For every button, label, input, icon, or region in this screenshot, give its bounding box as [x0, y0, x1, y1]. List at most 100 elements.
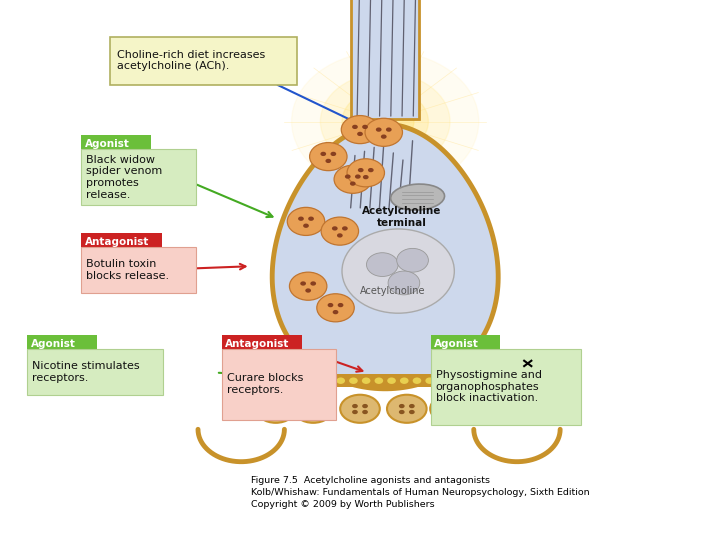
Text: Curare blocks
receptors.: Curare blocks receptors. [227, 373, 303, 395]
Circle shape [366, 253, 398, 276]
Circle shape [490, 410, 496, 414]
Text: Figure 7.5  Acetylcholine agonists and antagonists
Kolb/Whishaw: Fundamentals of: Figure 7.5 Acetylcholine agonists and an… [251, 476, 589, 509]
Circle shape [350, 181, 356, 186]
Circle shape [287, 207, 325, 235]
Circle shape [409, 404, 415, 408]
Circle shape [438, 377, 446, 384]
FancyBboxPatch shape [27, 349, 163, 395]
Circle shape [464, 377, 472, 384]
Circle shape [386, 127, 392, 132]
Circle shape [341, 116, 379, 144]
Text: Agonist: Agonist [434, 339, 479, 349]
Text: Nicotine stimulates
receptors.: Nicotine stimulates receptors. [32, 361, 140, 383]
Circle shape [292, 51, 479, 192]
Text: Antagonist: Antagonist [225, 339, 289, 349]
Circle shape [357, 132, 363, 136]
Circle shape [426, 377, 434, 384]
Circle shape [300, 281, 306, 286]
Circle shape [480, 410, 486, 414]
Circle shape [278, 404, 284, 408]
FancyBboxPatch shape [81, 233, 162, 249]
Text: Acetylcholine
terminal: Acetylcholine terminal [362, 206, 441, 228]
Circle shape [336, 377, 345, 384]
Polygon shape [272, 124, 498, 389]
FancyBboxPatch shape [431, 349, 581, 425]
FancyBboxPatch shape [431, 335, 500, 351]
Circle shape [317, 294, 354, 322]
Text: Agonist: Agonist [85, 139, 130, 149]
Ellipse shape [340, 395, 380, 423]
Circle shape [362, 410, 368, 414]
Circle shape [325, 159, 331, 163]
Circle shape [356, 100, 414, 143]
Circle shape [399, 404, 405, 408]
Circle shape [476, 377, 485, 384]
Ellipse shape [431, 395, 470, 423]
Text: Physostigmine and
organophosphates
block inactivation.: Physostigmine and organophosphates block… [436, 370, 541, 403]
Circle shape [338, 303, 343, 307]
Circle shape [289, 272, 327, 300]
Circle shape [330, 152, 336, 156]
Circle shape [333, 310, 338, 314]
Circle shape [310, 143, 347, 171]
Circle shape [399, 410, 405, 414]
Circle shape [368, 168, 374, 172]
Circle shape [334, 165, 372, 193]
Circle shape [451, 377, 459, 384]
Circle shape [311, 377, 320, 384]
Circle shape [268, 410, 274, 414]
Circle shape [442, 410, 448, 414]
Circle shape [342, 226, 348, 231]
Circle shape [381, 134, 387, 139]
Circle shape [342, 89, 428, 154]
Circle shape [305, 410, 311, 414]
Circle shape [310, 281, 316, 286]
Circle shape [409, 410, 415, 414]
Circle shape [480, 404, 486, 408]
Circle shape [365, 118, 402, 146]
Circle shape [315, 410, 321, 414]
Circle shape [388, 271, 420, 295]
Circle shape [273, 377, 282, 384]
Ellipse shape [387, 395, 426, 423]
Circle shape [355, 174, 361, 179]
Circle shape [387, 377, 396, 384]
Circle shape [303, 224, 309, 228]
Circle shape [490, 404, 496, 408]
Circle shape [337, 233, 343, 238]
Circle shape [305, 404, 311, 408]
Circle shape [352, 125, 358, 129]
Text: Botulin toxin
blocks release.: Botulin toxin blocks release. [86, 259, 169, 281]
Circle shape [308, 217, 314, 221]
Circle shape [352, 404, 358, 408]
Circle shape [358, 168, 364, 172]
FancyBboxPatch shape [81, 135, 151, 151]
FancyBboxPatch shape [81, 149, 196, 205]
Circle shape [320, 73, 450, 170]
Circle shape [349, 377, 358, 384]
Ellipse shape [469, 395, 508, 423]
Circle shape [320, 152, 326, 156]
Circle shape [362, 404, 368, 408]
Circle shape [376, 127, 382, 132]
Text: Black widow
spider venom
promotes
release.: Black widow spider venom promotes releas… [86, 155, 163, 199]
Polygon shape [351, 0, 419, 119]
Circle shape [413, 377, 421, 384]
FancyBboxPatch shape [222, 349, 336, 420]
Circle shape [286, 377, 294, 384]
FancyBboxPatch shape [222, 335, 302, 351]
FancyBboxPatch shape [27, 335, 97, 351]
Circle shape [397, 248, 428, 272]
Ellipse shape [391, 184, 444, 210]
Circle shape [305, 288, 311, 293]
Circle shape [452, 410, 458, 414]
Circle shape [278, 410, 284, 414]
Text: Agonist: Agonist [31, 339, 76, 349]
Ellipse shape [256, 395, 296, 423]
Circle shape [328, 303, 333, 307]
Text: Acetylcholine: Acetylcholine [360, 286, 425, 295]
FancyBboxPatch shape [81, 247, 196, 293]
Circle shape [332, 226, 338, 231]
Circle shape [298, 377, 307, 384]
Circle shape [321, 217, 359, 245]
